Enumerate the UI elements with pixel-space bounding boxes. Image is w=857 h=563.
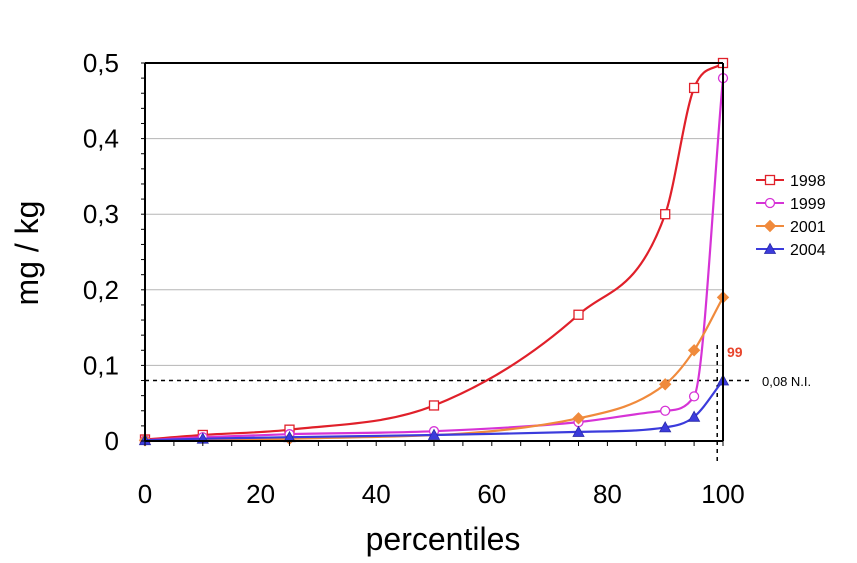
x-tick-label: 80 bbox=[593, 479, 622, 509]
legend-item-2001: 2001 bbox=[756, 219, 826, 236]
x-axis-title: percentiles bbox=[366, 521, 521, 557]
data-point-2004 bbox=[659, 421, 672, 433]
x-tick-label: 20 bbox=[246, 479, 275, 509]
legend-label: 2004 bbox=[790, 242, 826, 259]
y-tick-label: 0 bbox=[105, 426, 119, 456]
x-tick-label: 100 bbox=[701, 479, 744, 509]
series-layer bbox=[138, 57, 730, 447]
legend-item-1999: 1999 bbox=[756, 196, 826, 213]
legend: 1998 1999 2001 2004 bbox=[756, 173, 826, 259]
series-line-1998 bbox=[144, 62, 724, 441]
grid-layer bbox=[145, 138, 723, 366]
x-tick-label: 60 bbox=[477, 479, 506, 509]
data-point-2004 bbox=[687, 410, 701, 422]
data-point-2001 bbox=[658, 378, 672, 391]
data-point-1998 bbox=[660, 209, 671, 220]
data-point-1998 bbox=[573, 309, 584, 320]
y-tick-label: 0,3 bbox=[83, 199, 119, 229]
y-tick-label: 0,4 bbox=[83, 124, 119, 154]
legend-marker bbox=[763, 219, 777, 233]
data-point-1998 bbox=[688, 82, 700, 94]
data-point-2001 bbox=[687, 344, 701, 357]
series-line-1999 bbox=[144, 78, 725, 442]
y-tick-label: 0,1 bbox=[83, 350, 119, 380]
series-line-2001 bbox=[144, 296, 724, 442]
reference-line-label: 0,08 N.I. bbox=[762, 374, 811, 389]
legend-label: 2001 bbox=[790, 219, 826, 236]
legend-marker bbox=[764, 197, 776, 209]
legend-item-1998: 1998 bbox=[756, 173, 826, 190]
legend-item-2004: 2004 bbox=[756, 242, 826, 259]
data-point-2004 bbox=[427, 428, 441, 440]
series-1999 bbox=[139, 72, 729, 446]
series-2001 bbox=[138, 291, 730, 447]
reference-vline-label: 99 bbox=[727, 344, 743, 360]
axis-layer bbox=[141, 62, 724, 446]
data-point-1999 bbox=[688, 391, 700, 402]
series-1998 bbox=[139, 57, 729, 445]
y-axis-title: mg / kg bbox=[9, 201, 45, 306]
y-tick-label: 0,5 bbox=[83, 48, 119, 78]
data-point-1999 bbox=[660, 405, 671, 416]
data-point-2004 bbox=[572, 425, 585, 437]
reference-lines bbox=[145, 345, 752, 462]
legend-label: 1998 bbox=[790, 173, 826, 190]
legend-marker bbox=[763, 242, 777, 254]
x-tick-label: 0 bbox=[138, 479, 152, 509]
legend-label: 1999 bbox=[790, 196, 826, 213]
series-line-2004 bbox=[144, 379, 724, 442]
data-point-2001 bbox=[572, 412, 585, 425]
data-point-1998 bbox=[428, 400, 440, 411]
legend-marker bbox=[764, 174, 776, 186]
x-tick-label: 40 bbox=[362, 479, 391, 509]
y-tick-label: 0,2 bbox=[83, 275, 119, 305]
tick-labels: 0 0,1 0,2 0,3 0,4 0,5 0 20 40 60 80 100 bbox=[83, 48, 745, 509]
